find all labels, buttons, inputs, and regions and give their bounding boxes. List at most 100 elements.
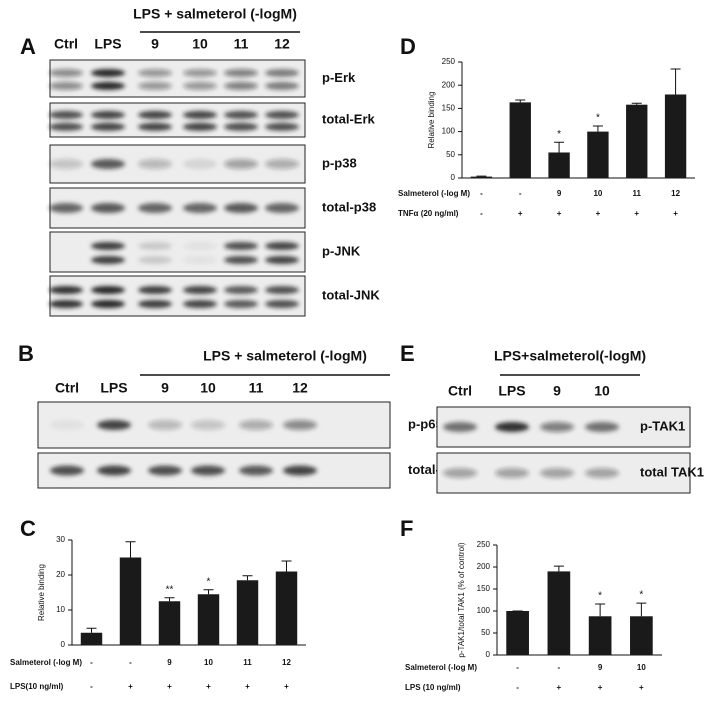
x-tick-label: - xyxy=(519,189,522,198)
band xyxy=(138,81,172,90)
blot-row-label: total TAK1 xyxy=(640,464,704,479)
y-tick-label: 0 xyxy=(61,640,66,649)
bar xyxy=(470,176,493,178)
x-tick-label: 10 xyxy=(637,663,646,672)
lane-label: 12 xyxy=(292,380,308,396)
band xyxy=(191,420,225,430)
band xyxy=(183,242,217,250)
x-tick-label: - xyxy=(90,682,93,691)
blot-header: LPS + salmeterol (-logM) xyxy=(203,348,367,364)
band xyxy=(91,110,125,119)
band xyxy=(585,422,619,432)
x-tick-label: + xyxy=(245,682,250,691)
error-bar xyxy=(203,589,214,595)
lane-label: 11 xyxy=(249,380,264,396)
band xyxy=(97,420,131,430)
band xyxy=(191,465,225,476)
band xyxy=(265,68,299,77)
lane-label: 9 xyxy=(151,36,159,52)
y-tick-label: 200 xyxy=(442,80,456,89)
band xyxy=(224,242,258,250)
error-bar xyxy=(636,602,647,617)
band xyxy=(91,242,125,250)
lane-label: Ctrl xyxy=(54,36,78,52)
blot-bands xyxy=(91,242,299,264)
band xyxy=(138,203,172,213)
lane-label: 10 xyxy=(192,36,208,52)
significance: * xyxy=(557,129,561,140)
band xyxy=(183,203,217,213)
band xyxy=(224,110,258,119)
bar xyxy=(587,131,609,178)
significance: * xyxy=(639,590,643,601)
lane-label: 10 xyxy=(200,380,216,396)
x-tick-label: 9 xyxy=(557,189,562,198)
blot-strip xyxy=(49,59,306,98)
y-tick-label: 200 xyxy=(477,562,491,571)
blot-row-label: total-Erk xyxy=(322,111,376,126)
band xyxy=(91,81,125,90)
x-tick-label: 9 xyxy=(167,658,172,667)
bar xyxy=(236,580,259,645)
x-tick-label: 11 xyxy=(243,658,252,667)
band xyxy=(224,68,258,77)
band xyxy=(224,122,258,131)
lane-label: 12 xyxy=(274,36,290,52)
error-bar xyxy=(595,603,606,617)
band xyxy=(138,159,172,169)
band xyxy=(183,110,217,119)
blot-row-label: p-TAK1 xyxy=(640,418,685,433)
error-bar xyxy=(125,541,136,558)
band xyxy=(91,256,125,264)
band xyxy=(443,468,477,478)
band xyxy=(91,159,125,169)
bar xyxy=(80,632,103,645)
band xyxy=(91,68,125,77)
bar xyxy=(548,152,570,178)
band xyxy=(138,68,172,77)
band xyxy=(50,420,84,430)
y-axis-label: Relative binding xyxy=(37,564,46,621)
band xyxy=(138,300,172,308)
x-tick-label: 11 xyxy=(633,189,642,198)
x-tick-label: + xyxy=(634,209,639,218)
band xyxy=(49,286,83,294)
x-tick-label: 10 xyxy=(593,189,602,198)
y-tick-label: 50 xyxy=(446,150,455,159)
bar xyxy=(626,104,648,178)
x-tick-label: - xyxy=(558,663,561,672)
x-tick-label: 10 xyxy=(204,658,213,667)
band xyxy=(265,300,299,308)
band xyxy=(224,203,258,213)
band xyxy=(138,122,172,131)
y-tick-label: 100 xyxy=(442,127,456,136)
band xyxy=(49,159,83,169)
blot-strip xyxy=(49,144,306,184)
bar xyxy=(275,571,298,645)
blot-strip xyxy=(49,102,306,138)
y-tick-label: 10 xyxy=(56,605,65,614)
band xyxy=(91,300,125,308)
y-tick-label: 150 xyxy=(442,104,456,113)
band xyxy=(49,81,83,90)
y-axis-label: Relative binding xyxy=(427,92,436,149)
panel-label: C xyxy=(20,516,36,541)
lane-label: 11 xyxy=(234,36,249,52)
panel-label: A xyxy=(20,34,36,59)
blot-bands xyxy=(50,420,317,430)
band xyxy=(91,122,125,131)
band xyxy=(183,68,217,77)
lane-label: 9 xyxy=(161,380,169,396)
x-tick-label: - xyxy=(90,658,93,667)
error-bar xyxy=(164,597,175,602)
y-tick-label: 150 xyxy=(477,584,491,593)
x-tick-label: + xyxy=(596,209,601,218)
blot-bands xyxy=(49,203,299,213)
band xyxy=(265,81,299,90)
band xyxy=(49,68,83,77)
bar xyxy=(630,616,653,655)
x-row-label: LPS(10 ng/ml) xyxy=(10,682,64,691)
blot-row-label: total-JNK xyxy=(322,287,380,302)
x-tick-label: + xyxy=(128,682,133,691)
x-tick-label: + xyxy=(284,682,289,691)
